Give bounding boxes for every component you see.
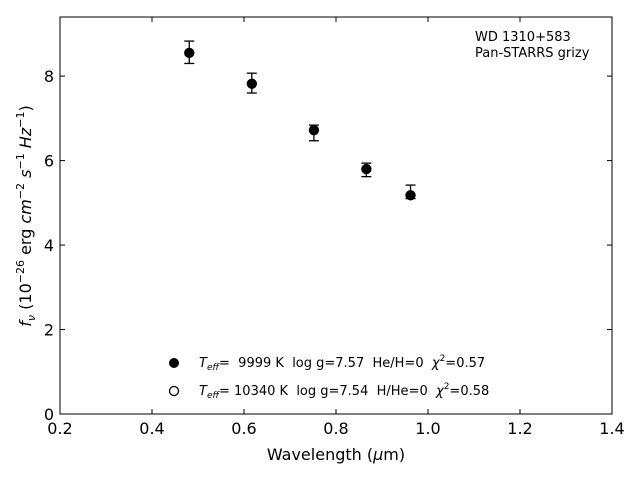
annotation-line-2: Pan-STARRS grizy — [475, 46, 590, 61]
x-tick-label: 1.0 — [415, 419, 440, 438]
data-point-filled — [246, 78, 257, 89]
data-point-filled — [308, 125, 319, 136]
x-tick-label: 0.8 — [323, 419, 348, 438]
legend-marker-filled — [169, 358, 179, 368]
x-tick-label: 0.4 — [139, 419, 164, 438]
data-point-filled — [405, 190, 416, 201]
data-point-filled — [184, 47, 195, 58]
legend-entry-2: Teff= 10340 K log g=7.54 H/He=0 χ2=0.58 — [199, 382, 489, 401]
data-points — [184, 40, 416, 201]
legend-entry-1: Teff= 9999 K log g=7.57 He/H=0 χ2=0.57 — [199, 354, 485, 373]
y-tick-label: 8 — [44, 67, 54, 86]
plot-frame — [59, 16, 613, 415]
x-tick-label: 1.2 — [507, 419, 532, 438]
y-tick-label: 2 — [44, 321, 54, 340]
y-axis-label: fν (10−26 erg cm−2 s−1 Hz−1) — [14, 105, 38, 326]
legend-marker-open — [168, 385, 180, 397]
x-tick-label: 1.4 — [599, 419, 624, 438]
x-tick-label: 0.6 — [231, 419, 256, 438]
y-tick-label: 0 — [44, 405, 54, 424]
x-axis-label: Wavelength (μm) — [267, 445, 405, 464]
axis-ticks: 0.2 0.4 0.6 0.8 1.0 1.2 1.4 0 2 4 6 8 — [44, 17, 625, 438]
x-tick-label: 0.2 — [47, 419, 72, 438]
y-tick-label: 4 — [44, 236, 54, 255]
legend: Teff= 9999 K log g=7.57 He/H=0 χ2=0.57 T… — [168, 354, 489, 401]
annotation-line-1: WD 1310+583 — [475, 30, 571, 45]
y-tick-label: 6 — [44, 152, 54, 171]
annotation: WD 1310+583 Pan-STARRS grizy — [475, 30, 590, 61]
data-point-filled — [361, 164, 372, 175]
